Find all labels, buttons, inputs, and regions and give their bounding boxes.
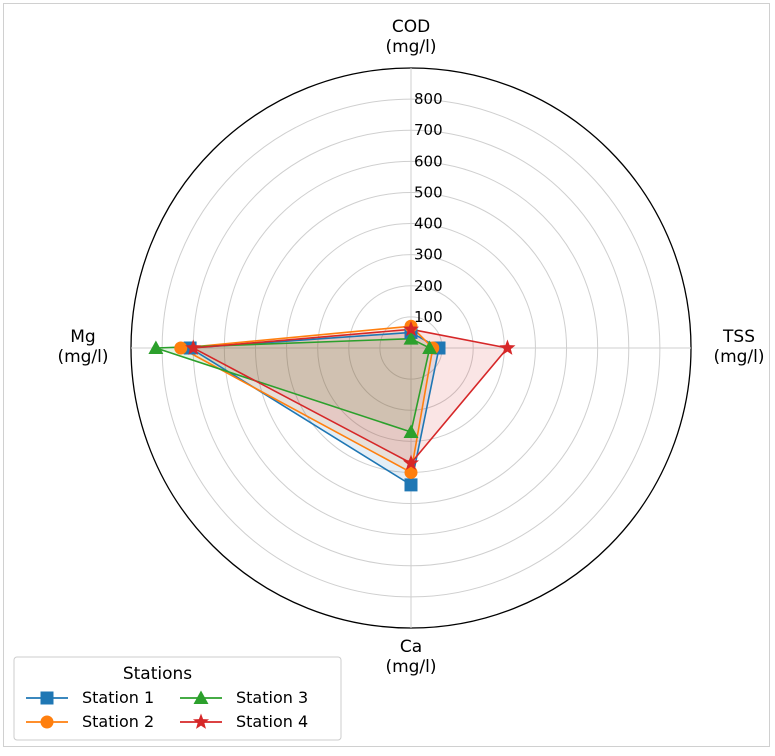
radial-tick-label: 500 — [414, 183, 443, 201]
axis-label-layer: COD(mg/l)TSS(mg/l)Ca(mg/l)Mg(mg/l) — [57, 17, 764, 677]
radial-tick-label: 200 — [414, 277, 443, 295]
figure-border — [3, 3, 770, 747]
legend: Stations Station 1 Station 2 Station 3 Stati… — [13, 656, 342, 741]
data-point-station-4-ca — [402, 454, 420, 470]
data-point-station-3-cod — [403, 331, 419, 345]
radial-tick-label: 700 — [414, 121, 443, 139]
radial-tick-label: 600 — [414, 152, 443, 170]
legend-marker-station-4 — [192, 713, 210, 729]
legend-label-station-2: Station 2 — [82, 712, 154, 731]
radial-tick-label: 400 — [414, 215, 443, 233]
legend-label-station-3: Station 3 — [236, 688, 308, 707]
legend-marker-station-1 — [40, 691, 54, 705]
series-fill-station-4 — [193, 329, 508, 464]
radial-tick-label: 100 — [414, 308, 443, 326]
legend-label-station-4: Station 4 — [236, 712, 308, 731]
axis-label-line1: COD — [392, 17, 430, 37]
legend-label-station-1: Station 1 — [82, 688, 154, 707]
axis-label-line2: (mg/l) — [57, 347, 108, 367]
data-point-station-3-mg — [148, 340, 164, 354]
legend-marker-station-3 — [193, 690, 209, 704]
data-point-station-3-tss — [422, 340, 438, 354]
axis-label-line2: (mg/l) — [385, 37, 436, 57]
data-point-station-2-mg — [174, 341, 188, 355]
series-fill-station-2 — [180, 326, 433, 473]
legend-title: Stations — [123, 664, 192, 684]
data-point-station-1-ca — [404, 478, 418, 492]
series-fill-station-1 — [190, 332, 439, 485]
data-point-station-2-ca — [404, 465, 418, 479]
series-fill-station-3 — [155, 338, 430, 432]
legend-box — [13, 656, 342, 741]
radial-tick-label: 300 — [414, 246, 443, 264]
series-marker-layer — [148, 319, 516, 492]
data-point-station-3-ca — [403, 424, 419, 438]
radial-tick-layer: 100 200 300 400 500 600 700 800 — [414, 90, 443, 326]
radial-tick-label: 800 — [414, 90, 443, 108]
axis-label-line1: TSS — [722, 327, 755, 347]
axis-label-line1: Ca — [400, 637, 422, 657]
legend-marker-station-2 — [40, 715, 54, 729]
axis-label-line2: (mg/l) — [385, 657, 436, 677]
axis-label-line2: (mg/l) — [713, 347, 764, 367]
series-fill-layer — [155, 326, 508, 485]
data-point-station-4-tss — [499, 339, 516, 355]
axis-label-line1: Mg — [70, 327, 95, 347]
data-point-station-4-cod — [402, 320, 420, 337]
data-point-station-4-mg — [185, 339, 202, 355]
